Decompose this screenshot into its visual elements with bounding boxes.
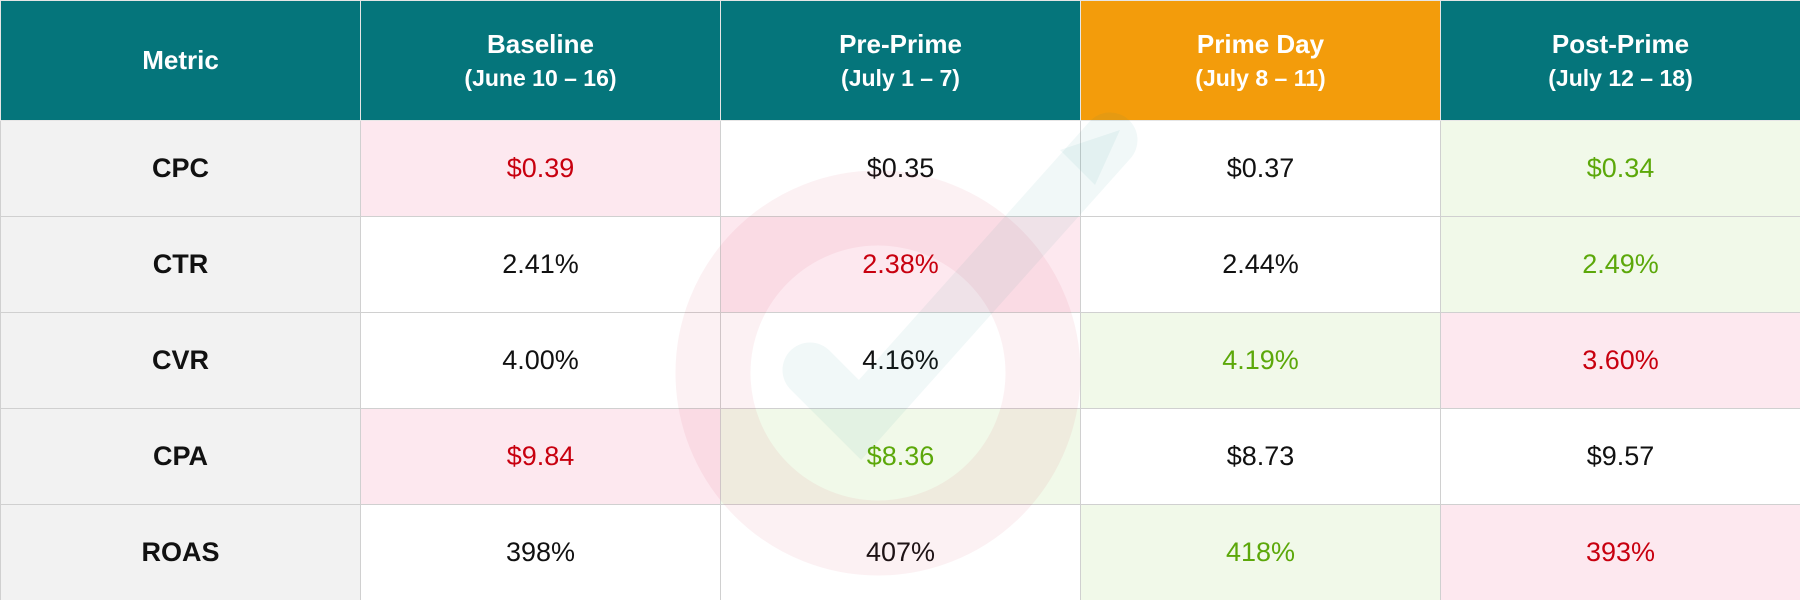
column-title: Prime Day (1196, 29, 1325, 60)
column-header: Prime Day (July 8 – 11) (1080, 0, 1441, 121)
table-row: CTR 2.41% 2.38% 2.44% 2.49% (0, 216, 1800, 313)
value-cell: 398% (360, 504, 721, 600)
column-subtitle: (July 1 – 7) (841, 64, 960, 91)
column-subtitle: (July 8 – 11) (1195, 64, 1326, 91)
value-cell: 407% (720, 504, 1081, 600)
column-header: Pre-Prime (July 1 – 7) (720, 0, 1081, 121)
metric-label: CTR (0, 216, 361, 313)
column-title: Baseline (487, 29, 594, 60)
value-cell: $0.37 (1080, 120, 1441, 217)
value-cell: 2.44% (1080, 216, 1441, 313)
column-subtitle: (July 12 – 18) (1548, 64, 1693, 91)
column-title: Metric (142, 44, 219, 75)
value-cell: 2.38% (720, 216, 1081, 313)
column-header: Metric (0, 0, 361, 121)
table-row: CPC $0.39 $0.35 $0.37 $0.34 (0, 120, 1800, 217)
value-cell: 4.19% (1080, 312, 1441, 409)
value-cell: $8.36 (720, 408, 1081, 505)
column-header: Baseline (June 10 – 16) (360, 0, 721, 121)
column-title: Post-Prime (1551, 29, 1690, 60)
value-cell: 393% (1440, 504, 1800, 600)
value-cell: $9.57 (1440, 408, 1800, 505)
value-cell: 2.49% (1440, 216, 1800, 313)
table-row: ROAS 398% 407% 418% 393% (0, 504, 1800, 600)
value-cell: 418% (1080, 504, 1441, 600)
header-row: Metric Baseline (June 10 – 16) Pre-Prime (Ju… (0, 0, 1800, 121)
column-title: Pre-Prime (839, 29, 962, 60)
metric-label: CPA (0, 408, 361, 505)
value-cell: 4.00% (360, 312, 721, 409)
value-cell: 4.16% (720, 312, 1081, 409)
table-body: CPC $0.39 $0.35 $0.37 $0.34 CTR 2.41% 2.38% 2.44… (0, 120, 1800, 600)
value-cell: $0.39 (360, 120, 721, 217)
value-cell: $8.73 (1080, 408, 1441, 505)
column-subtitle: (June 10 – 16) (464, 64, 617, 91)
value-cell: $9.84 (360, 408, 721, 505)
metric-label: CVR (0, 312, 361, 409)
metric-label: CPC (0, 120, 361, 217)
value-cell: 3.60% (1440, 312, 1800, 409)
table-row: CPA $9.84 $8.36 $8.73 $9.57 (0, 408, 1800, 505)
value-cell: 2.41% (360, 216, 721, 313)
table-row: CVR 4.00% 4.16% 4.19% 3.60% (0, 312, 1800, 409)
column-header: Post-Prime (July 12 – 18) (1440, 0, 1800, 121)
value-cell: $0.35 (720, 120, 1081, 217)
value-cell: $0.34 (1440, 120, 1800, 217)
metric-label: ROAS (0, 504, 361, 600)
